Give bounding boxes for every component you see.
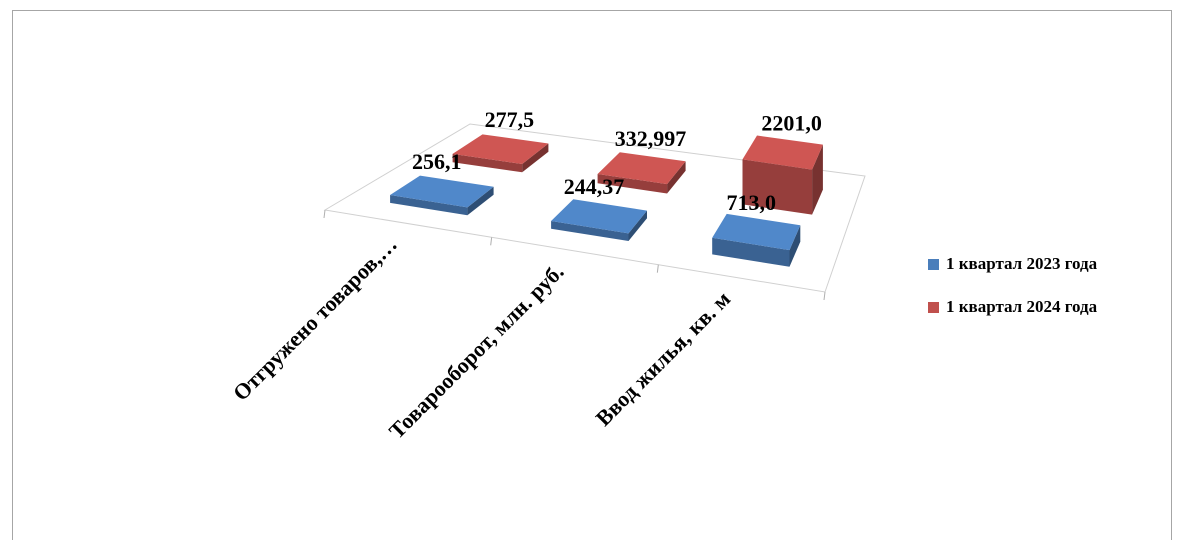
bar-top-face — [390, 175, 494, 208]
bar-2023-2 — [712, 213, 801, 267]
bar-side-face — [628, 210, 647, 241]
legend-item-2024: 1 квартал 2024 года — [928, 295, 1097, 319]
bar-top-face — [551, 199, 647, 234]
bar-side-face — [812, 144, 823, 215]
data-label-2024-0: 277,5 — [485, 107, 535, 132]
chart-frame — [12, 10, 1172, 540]
data-label-2024-2: 2201,0 — [761, 110, 822, 135]
legend-label-2023: 1 квартал 2023 года — [946, 254, 1098, 273]
bar-2023-1 — [551, 199, 647, 241]
bar-side-face — [789, 225, 801, 267]
bar-2024-2 — [742, 135, 823, 215]
bar-front-face — [742, 159, 813, 215]
data-label-2023-0: 256,1 — [412, 149, 462, 174]
data-label-2023-1: 244,37 — [564, 174, 625, 199]
x-axis-tick — [656, 264, 659, 273]
data-label-2024-1: 332,997 — [615, 126, 687, 151]
bar-side-face — [522, 143, 549, 173]
bar-top-face — [712, 213, 801, 251]
x-axis-tick — [823, 291, 826, 301]
category-label-1: Товарооборот, млн. руб. — [384, 259, 569, 444]
bar-top-face — [597, 152, 686, 185]
bar-side-face — [667, 161, 686, 194]
bar-side-face — [467, 186, 494, 216]
bar-front-face — [597, 174, 668, 194]
bar-front-face — [712, 237, 790, 267]
legend-label-2024: 1 квартал 2024 года — [946, 297, 1098, 316]
legend-item-2023: 1 квартал 2023 года — [928, 252, 1097, 276]
legend-swatch-2023 — [928, 258, 939, 270]
bar-top-face — [452, 134, 549, 164]
category-label-2: Ввод жилья, кв. м — [591, 286, 736, 431]
x-axis-tick — [490, 237, 493, 246]
bar-2024-1 — [597, 152, 686, 194]
data-label-2023-2: 713,0 — [726, 190, 776, 215]
bar-front-face — [452, 153, 523, 173]
category-label-0: Отгружено товаров,… — [228, 232, 402, 406]
legend-swatch-2024 — [928, 301, 939, 313]
bar-front-face — [390, 195, 468, 216]
bar-2023-0 — [390, 175, 494, 216]
x-axis-tick — [323, 209, 326, 219]
bar-front-face — [551, 221, 629, 241]
bar-top-face — [742, 135, 823, 170]
legend: 1 квартал 2023 года 1 квартал 2024 года — [928, 252, 1097, 338]
bar-2024-0 — [452, 134, 549, 173]
